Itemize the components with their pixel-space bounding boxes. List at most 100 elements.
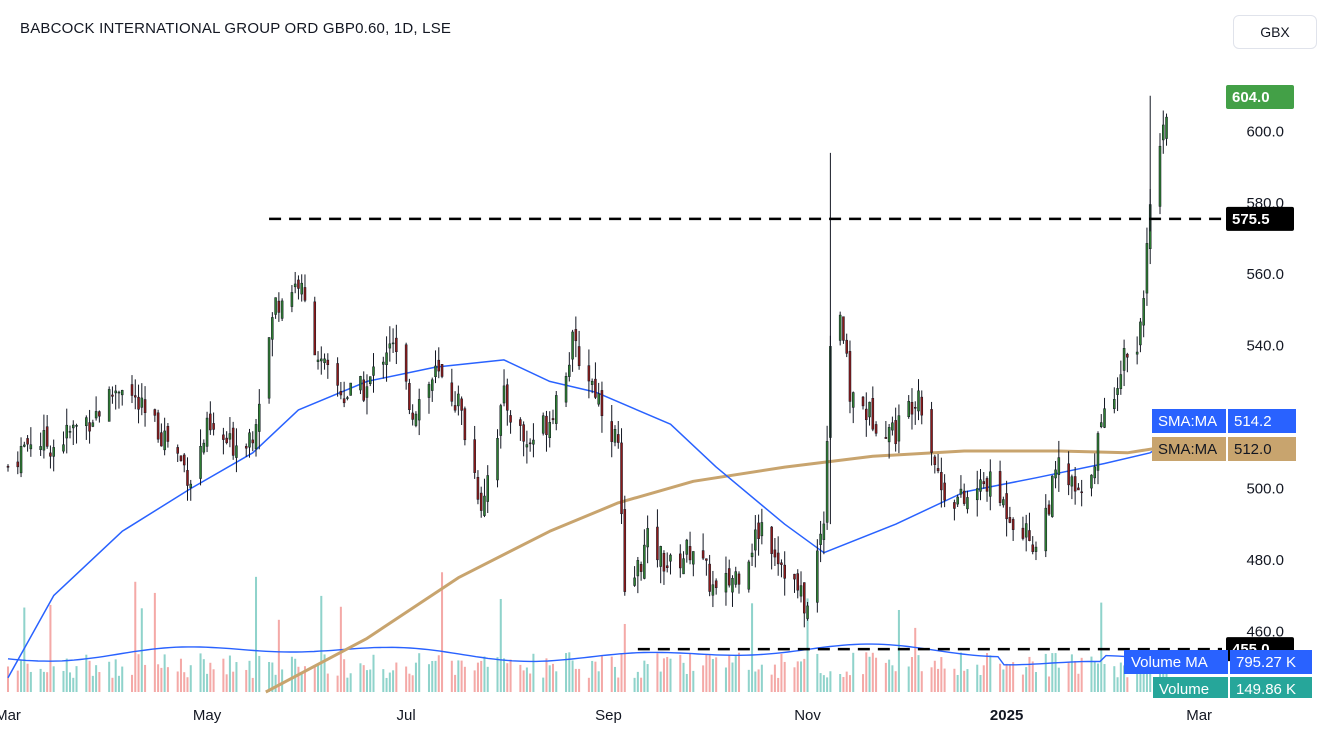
candle-body — [130, 384, 134, 396]
volume-bar — [633, 677, 636, 692]
volume-bar — [346, 677, 349, 692]
volume-bar — [819, 673, 822, 692]
volume-bar — [600, 655, 603, 692]
volume-bar — [613, 666, 617, 692]
volume-bar — [176, 671, 179, 692]
volume-bar — [1034, 672, 1037, 692]
volume-bar — [68, 672, 72, 692]
candle-body — [326, 359, 330, 365]
candle-body — [440, 364, 444, 377]
volume-bar — [359, 663, 362, 692]
volume-bar — [473, 670, 476, 692]
volume-bar — [571, 660, 574, 692]
volume-bar — [199, 653, 202, 692]
volume-bar — [179, 658, 182, 692]
candle-body — [1080, 491, 1083, 494]
volume-bar — [225, 674, 228, 692]
volume-bar — [656, 653, 659, 692]
volume-bar — [1012, 662, 1015, 692]
volume-value-bg — [1230, 677, 1312, 701]
candle-body — [476, 476, 480, 500]
volume-bar — [418, 653, 421, 692]
volume-bar — [450, 660, 453, 692]
volume-bar — [271, 662, 274, 692]
candle-body — [1077, 487, 1080, 491]
candle-body — [205, 417, 209, 447]
volume-bar — [728, 654, 731, 692]
candle-body — [734, 571, 738, 585]
volume-bar — [183, 672, 186, 692]
volume-bar — [1119, 662, 1122, 692]
candle-body — [757, 522, 760, 539]
candle-body — [502, 385, 506, 404]
candle-body — [1044, 507, 1048, 552]
candle-body — [633, 577, 636, 586]
currency-button[interactable]: GBX — [1233, 15, 1317, 49]
volume-bar — [114, 659, 117, 692]
volume-bar — [388, 672, 391, 692]
volume-bar — [343, 659, 346, 692]
volume-bar — [235, 662, 238, 692]
volume-bar — [290, 656, 293, 692]
volume-bar — [369, 669, 372, 692]
candle-body — [1126, 353, 1129, 358]
volume-bar — [1080, 657, 1083, 692]
candle-body — [577, 346, 581, 367]
volume-bar — [623, 623, 626, 692]
volume-bar — [88, 660, 91, 692]
volume-bar — [258, 655, 261, 692]
candle-body — [799, 585, 803, 597]
volume-bar — [16, 670, 19, 692]
volume-bar — [1054, 653, 1057, 692]
volume-bar — [121, 666, 124, 692]
volume-bar — [620, 653, 623, 692]
candle-body — [26, 438, 29, 445]
volume-bar — [365, 670, 368, 692]
candle-body — [985, 478, 989, 492]
candle-body — [861, 396, 865, 407]
candle-body — [91, 422, 95, 427]
candle-body — [189, 483, 193, 488]
candle-body — [483, 495, 486, 516]
candle-body — [1070, 476, 1074, 487]
candle-body — [212, 423, 215, 430]
candle-body — [851, 392, 855, 408]
candle-body — [623, 509, 627, 592]
volume-bar — [705, 654, 708, 692]
sma-fast-badge-name-bg — [1152, 409, 1226, 433]
candle-body — [1057, 457, 1061, 475]
volume-bar — [323, 654, 326, 692]
volume-bar — [773, 664, 776, 692]
candle-body — [884, 437, 888, 439]
candle-body — [910, 401, 914, 415]
volume-bar — [826, 677, 829, 692]
volume-bar — [894, 671, 897, 692]
volume-bar — [95, 665, 98, 692]
candle-body — [711, 584, 715, 596]
candle-body — [94, 411, 98, 419]
candle-body — [267, 337, 271, 399]
candle-body — [120, 390, 124, 396]
candle-body — [427, 384, 431, 398]
candle-body — [783, 564, 786, 579]
candle-body — [1002, 499, 1005, 506]
candle-body — [571, 331, 574, 360]
candle-body — [894, 420, 897, 445]
volume-bar — [643, 660, 646, 692]
sma-slow-line — [265, 444, 1174, 694]
volume-bar — [545, 658, 548, 692]
volume-bar — [111, 677, 114, 692]
volume-bar — [574, 668, 577, 692]
volume-bar — [976, 664, 979, 692]
volume-bar — [1149, 670, 1152, 692]
volume-bar — [734, 656, 737, 692]
volume-bar — [274, 674, 277, 692]
volume-bar — [85, 654, 88, 692]
volume-bar — [1103, 664, 1106, 692]
candle-body — [199, 446, 202, 479]
volume-bar — [317, 663, 320, 692]
volume-bar — [248, 660, 251, 692]
candle-body — [430, 379, 434, 391]
